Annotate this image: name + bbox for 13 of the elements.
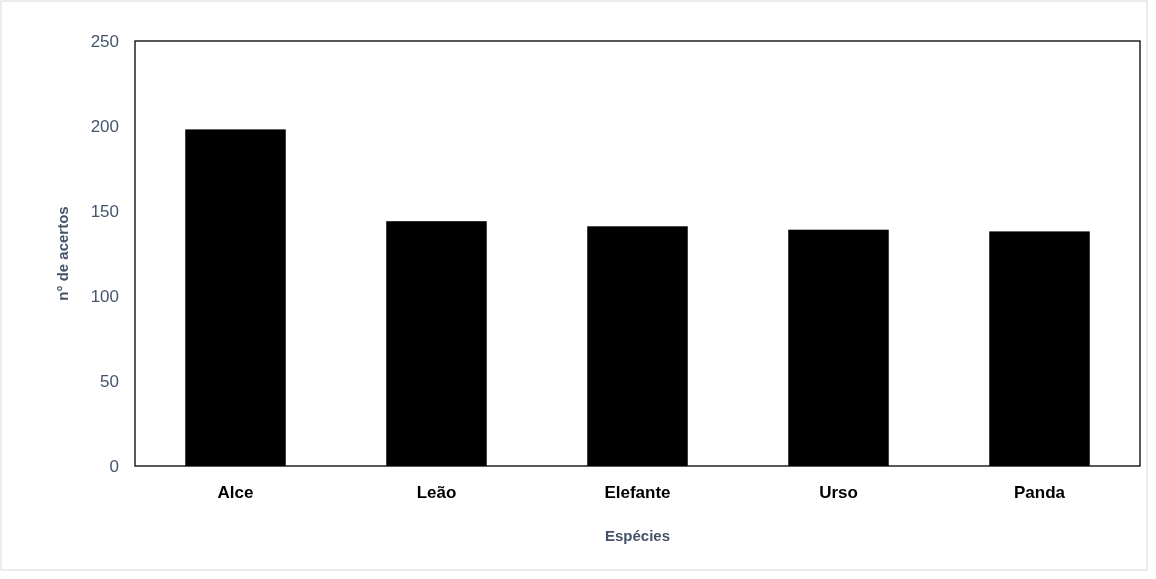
- x-tick-label: Elefante: [604, 483, 671, 502]
- y-tick-label: 0: [109, 456, 119, 476]
- x-tick-label: Alce: [217, 483, 254, 502]
- y-tick-label: 200: [90, 116, 119, 136]
- y-tick-label: 250: [90, 31, 119, 51]
- x-tick-label: Leão: [416, 483, 457, 502]
- y-tick-label: 150: [90, 201, 119, 221]
- y-axis-title: n° de acertos: [54, 206, 71, 301]
- y-tick-label: 50: [100, 371, 119, 391]
- y-tick-label: 100: [90, 286, 119, 306]
- x-tick-label: Panda: [1013, 483, 1066, 502]
- x-tick-label: Urso: [819, 483, 858, 502]
- x-axis-title: Espécies: [604, 527, 671, 544]
